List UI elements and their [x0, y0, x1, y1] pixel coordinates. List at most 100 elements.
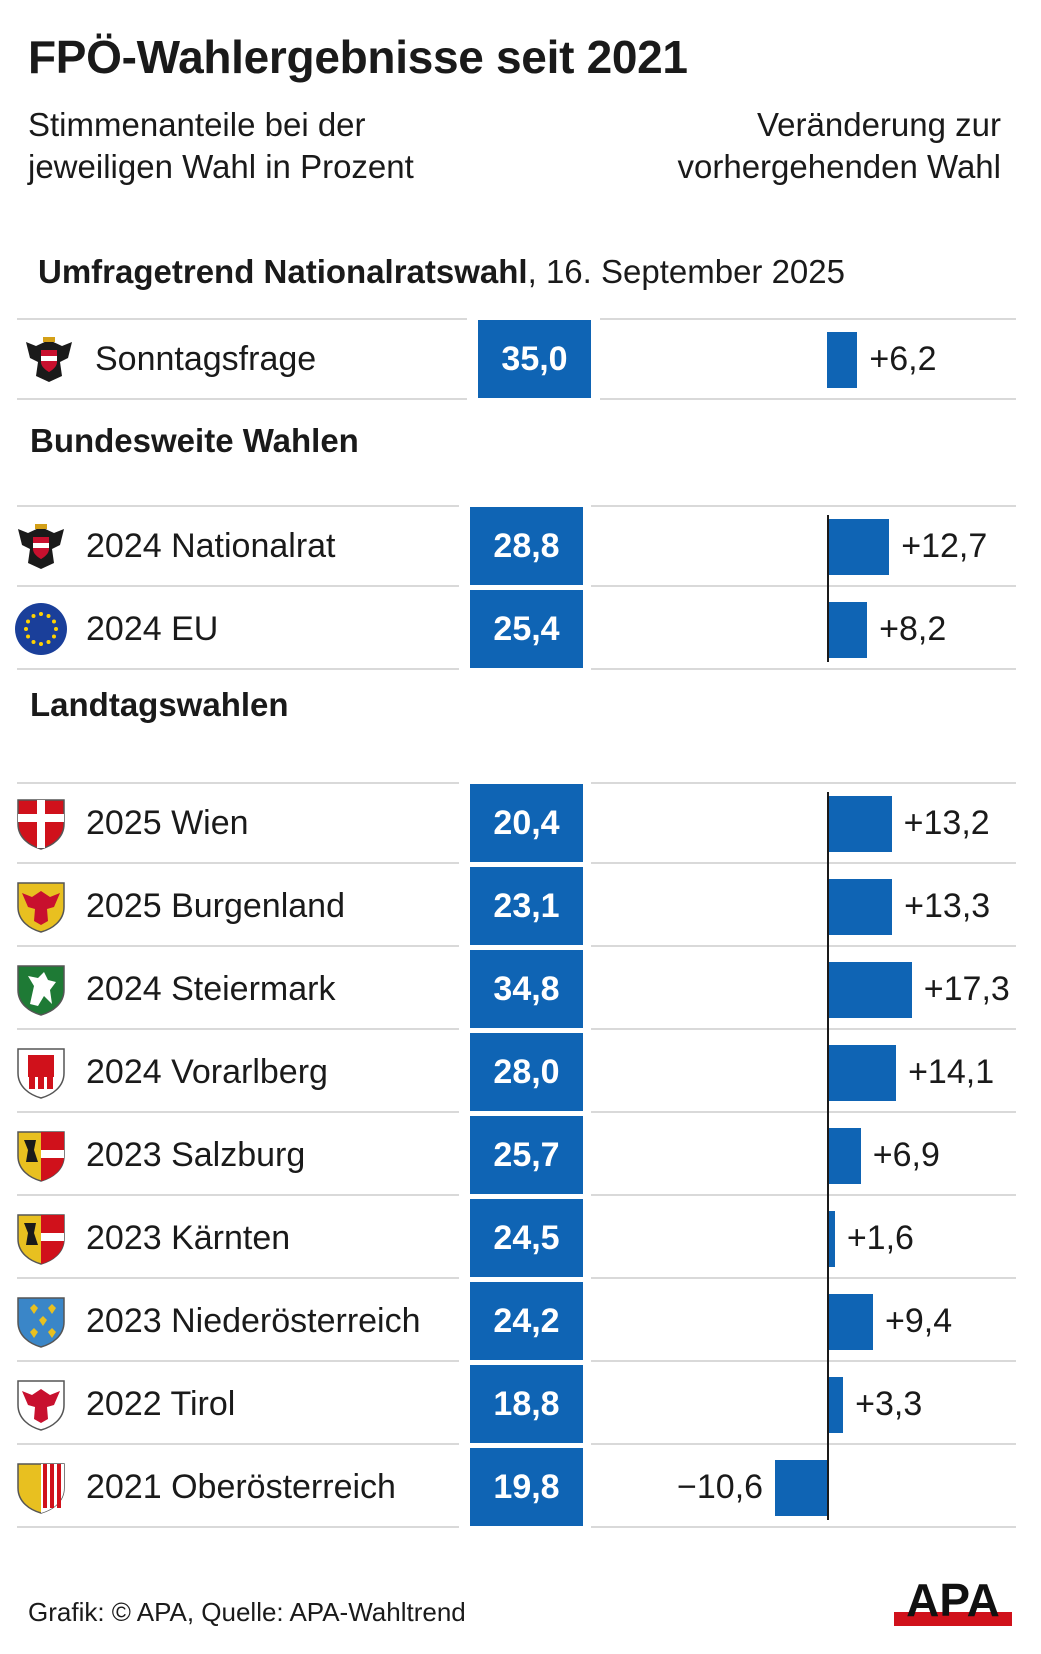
section-heading-umfrage: Umfragetrend Nationalratswahl, 16. Septe… [38, 253, 845, 291]
value-label: 20,4 [470, 784, 583, 862]
eu-flag-icon [14, 602, 68, 656]
row-label: 2025 Burgenland [86, 887, 346, 925]
carinthia-crest-icon [14, 1211, 68, 1265]
row-rule-left [17, 1028, 459, 1030]
tyrol-crest-icon [14, 1377, 68, 1431]
chart-row-2-5: 2023 Kärnten 24,5 +1,6 [0, 1197, 1041, 1279]
section-top-rule-right [600, 318, 1016, 320]
change-label: +6,9 [872, 1136, 940, 1174]
row-rule-right [591, 1526, 1016, 1528]
austria-eagle-icon [14, 519, 68, 573]
value-label: 23,1 [470, 867, 583, 945]
row-rule-right [591, 1443, 1016, 1445]
zero-axis [827, 792, 829, 1520]
value-label: 34,8 [470, 950, 583, 1028]
row-rule-right [591, 1028, 1016, 1030]
chart-title: FPÖ-Wahlergebnisse seit 2021 [28, 31, 688, 83]
value-label: 24,5 [470, 1199, 583, 1277]
section-heading-bold: Umfragetrend Nationalratswahl [38, 253, 528, 290]
change-bar [827, 1294, 874, 1350]
row-label: 2022 Tirol [86, 1385, 236, 1423]
change-bar [827, 519, 890, 575]
section-top-rule-right [591, 782, 1016, 784]
section-top-rule-right [591, 505, 1016, 507]
change-label: +13,2 [903, 804, 990, 842]
row-rule-right [591, 1194, 1016, 1196]
row-label: 2021 Oberösterreich [86, 1468, 396, 1506]
vienna-crest-icon [14, 796, 68, 850]
section-top-rule-left [17, 505, 459, 507]
row-rule-left [17, 398, 467, 400]
row-label: 2023 Niederösterreich [86, 1302, 421, 1340]
row-rule-right [600, 398, 1016, 400]
subtitle-left: Stimmenanteile bei der jeweiligen Wahl i… [28, 106, 414, 185]
chart-row-2-3: 2024 Vorarlberg 28,0 +14,1 [0, 1031, 1041, 1113]
chart-row-1-0: 2024 Nationalrat 28,8 +12,7 [0, 505, 1041, 587]
row-label: 2025 Wien [86, 804, 249, 842]
change-bar [827, 602, 868, 658]
row-rule-right [591, 945, 1016, 947]
value-label: 28,8 [470, 507, 583, 585]
row-rule-right [591, 862, 1016, 864]
section-top-rule-left [17, 782, 459, 784]
change-bar [827, 879, 893, 935]
row-label: 2024 Steiermark [86, 970, 336, 1008]
value-label: 35,0 [478, 320, 591, 398]
row-rule-left [17, 945, 459, 947]
row-rule-right [591, 585, 1016, 587]
change-bar [827, 796, 892, 852]
section-heading-bundesweit: Bundesweite Wahlen [30, 422, 359, 459]
change-label: +9,4 [885, 1302, 953, 1340]
row-rule-left [17, 1360, 459, 1362]
change-label: +12,7 [901, 527, 988, 565]
chart-row-2-0: 2025 Wien 20,4 +13,2 [0, 782, 1041, 864]
chart-row-2-2: 2024 Steiermark 34,8 +17,3 [0, 948, 1041, 1030]
row-rule-left [17, 668, 459, 670]
styria-crest-icon [14, 962, 68, 1016]
source-footer: Grafik: © APA, Quelle: APA-Wahltrend [28, 1597, 466, 1627]
row-rule-left [17, 1277, 459, 1279]
row-label: 2024 Nationalrat [86, 527, 336, 565]
row-rule-left [17, 1443, 459, 1445]
row-rule-right [591, 668, 1016, 670]
change-bar [827, 1377, 844, 1433]
value-label: 28,0 [470, 1033, 583, 1111]
chart-row-2-8: 2021 Oberösterreich 19,8 −10,6 [0, 1446, 1041, 1528]
section-heading-date: , 16. September 2025 [527, 253, 845, 290]
row-rule-right [591, 1111, 1016, 1113]
value-label: 18,8 [470, 1365, 583, 1443]
row-label: 2024 EU [86, 610, 219, 648]
change-label: +17,3 [923, 970, 1010, 1008]
section-heading-landtag: Landtagswahlen [30, 686, 289, 723]
chart-row-0-0: Sonntagsfrage 35,0 +6,2 [0, 318, 1041, 400]
change-bar [775, 1460, 827, 1516]
row-label: 2023 Kärnten [86, 1219, 291, 1257]
change-label: +14,1 [908, 1053, 995, 1091]
value-label: 25,7 [470, 1116, 583, 1194]
chart-row-2-4: 2023 Salzburg 25,7 +6,9 [0, 1114, 1041, 1196]
change-label: +6,2 [869, 340, 937, 378]
change-label: +13,3 [904, 887, 991, 925]
change-bar [827, 1045, 897, 1101]
value-label: 19,8 [470, 1448, 583, 1526]
chart-row-1-1: 2024 EU 25,4 +8,2 [0, 588, 1041, 670]
row-rule-left [17, 1526, 459, 1528]
lower-austria-crest-icon [14, 1294, 68, 1348]
change-bar [827, 1128, 861, 1184]
change-label: +8,2 [879, 610, 947, 648]
change-bar [827, 962, 912, 1018]
apa-logo: APA [894, 1574, 1012, 1626]
change-bar [827, 1211, 835, 1267]
subtitle-right: Veränderung zur vorhergehenden Wahl [677, 106, 1002, 185]
row-label: 2023 Salzburg [86, 1136, 306, 1174]
chart-row-2-1: 2025 Burgenland 23,1 +13,3 [0, 865, 1041, 947]
chart-row-2-7: 2022 Tirol 18,8 +3,3 [0, 1363, 1041, 1445]
chart-row-2-6: 2023 Niederösterreich 24,2 +9,4 [0, 1280, 1041, 1362]
row-rule-left [17, 862, 459, 864]
burgenland-crest-icon [14, 879, 68, 933]
apa-logo-text: APA [906, 1574, 1000, 1626]
change-label: +1,6 [846, 1219, 914, 1257]
value-label: 24,2 [470, 1282, 583, 1360]
zero-axis [827, 515, 829, 662]
row-rule-left [17, 585, 459, 587]
